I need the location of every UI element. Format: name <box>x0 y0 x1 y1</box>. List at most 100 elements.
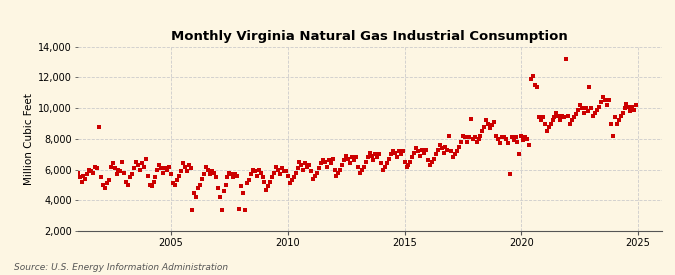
Point <box>434 143 445 147</box>
Point <box>413 149 424 153</box>
Point <box>551 111 562 115</box>
Point <box>290 170 301 175</box>
Point <box>566 118 577 123</box>
Point <box>368 158 379 163</box>
Point <box>220 183 231 187</box>
Point <box>249 169 260 173</box>
Point <box>288 175 299 180</box>
Point <box>86 169 97 173</box>
Point <box>541 129 552 133</box>
Point <box>381 161 392 166</box>
Point <box>597 95 608 100</box>
Point <box>341 153 352 158</box>
Point <box>506 135 517 139</box>
Point <box>90 164 101 169</box>
Point <box>181 169 192 173</box>
Point <box>485 126 495 130</box>
Point <box>574 103 585 107</box>
Point <box>512 140 523 144</box>
Point <box>198 172 209 176</box>
Point <box>625 109 636 113</box>
Point <box>612 121 622 126</box>
Point <box>165 172 176 176</box>
Point <box>99 186 110 190</box>
Point <box>171 178 182 183</box>
Point <box>409 150 420 155</box>
Point <box>594 104 605 109</box>
Point <box>398 149 408 153</box>
Point <box>610 115 620 120</box>
Point <box>356 167 367 172</box>
Point <box>372 155 383 160</box>
Point <box>183 163 194 167</box>
Point <box>399 160 410 164</box>
Point <box>251 174 262 178</box>
Point <box>319 160 330 164</box>
Point <box>282 174 293 178</box>
Point <box>107 161 118 166</box>
Point <box>528 74 539 78</box>
Point <box>339 158 350 163</box>
Point <box>471 140 482 144</box>
Point <box>317 158 328 163</box>
Point <box>224 170 235 175</box>
Point <box>294 160 305 164</box>
Point <box>553 114 564 118</box>
Point <box>242 181 252 186</box>
Point <box>603 98 614 103</box>
Point <box>92 166 103 170</box>
Point <box>300 161 310 166</box>
Point <box>321 164 332 169</box>
Point <box>232 174 242 178</box>
Point <box>405 160 416 164</box>
Point <box>380 164 391 169</box>
Point <box>164 164 175 169</box>
Text: Source: U.S. Energy Information Administration: Source: U.S. Energy Information Administ… <box>14 263 227 272</box>
Point <box>545 121 556 126</box>
Point <box>376 161 387 166</box>
Point <box>438 150 449 155</box>
Point <box>211 175 221 180</box>
Point <box>469 135 480 139</box>
Point <box>452 149 462 153</box>
Point <box>440 144 451 149</box>
Point <box>267 175 277 180</box>
Y-axis label: Million Cubic Feet: Million Cubic Feet <box>24 93 34 185</box>
Point <box>584 84 595 89</box>
Point <box>425 163 435 167</box>
Point <box>495 141 506 146</box>
Point <box>162 167 173 172</box>
Point <box>78 174 89 178</box>
Point <box>563 114 574 118</box>
Point <box>152 167 163 172</box>
Point <box>97 183 108 187</box>
Point <box>623 104 634 109</box>
Point <box>216 208 227 213</box>
Point <box>284 181 295 186</box>
Point <box>327 157 338 161</box>
Point <box>180 164 190 169</box>
Point <box>374 152 385 156</box>
Point <box>489 120 500 124</box>
Point <box>140 157 151 161</box>
Point <box>333 170 344 175</box>
Point <box>176 169 186 173</box>
Point <box>547 118 558 123</box>
Point <box>352 164 363 169</box>
Point <box>475 134 486 138</box>
Point <box>111 172 122 176</box>
Point <box>559 115 570 120</box>
Point <box>96 175 107 180</box>
Point <box>275 172 286 176</box>
Point <box>596 100 607 104</box>
Point <box>298 167 308 172</box>
Point <box>403 163 414 167</box>
Point <box>432 147 443 152</box>
Point <box>244 178 254 183</box>
Point <box>520 135 531 139</box>
Point <box>263 184 274 189</box>
Point <box>273 167 284 172</box>
Point <box>564 121 575 126</box>
Point <box>561 57 572 61</box>
Point <box>156 166 167 170</box>
